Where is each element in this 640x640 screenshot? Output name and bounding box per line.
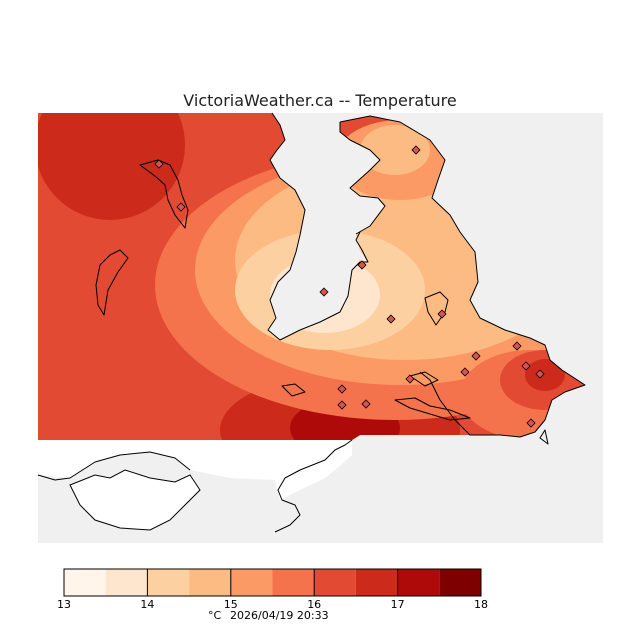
station-marker[interactable]: [521, 361, 531, 371]
map-title: VictoriaWeather.ca -- Temperature: [183, 91, 456, 110]
station-marker[interactable]: [361, 399, 371, 409]
salt-spring-island-outline: [69, 469, 201, 531]
map-area: [37, 112, 603, 543]
legend-swatch: [230, 569, 273, 596]
legend-swatch: [105, 569, 148, 596]
station-marker[interactable]: [337, 384, 347, 394]
color-legend: 13 14 15 16 17 18: [57, 568, 488, 611]
station-marker[interactable]: [535, 369, 545, 379]
station-marker[interactable]: [512, 341, 522, 351]
legend-tick-label: 16: [307, 598, 321, 611]
station-marker[interactable]: [386, 314, 396, 324]
station-marker[interactable]: [471, 351, 481, 361]
timestamp: 2026/04/19 20:33: [230, 609, 329, 622]
legend-swatch: [272, 569, 315, 596]
station-marker[interactable]: [176, 202, 186, 212]
station-marker[interactable]: [357, 260, 367, 270]
station-marker[interactable]: [411, 145, 421, 155]
station-marker[interactable]: [526, 418, 536, 428]
station-marker[interactable]: [154, 159, 164, 169]
station-marker[interactable]: [337, 400, 347, 410]
legend-swatch: [189, 569, 231, 596]
legend-tick-label: 15: [224, 598, 238, 611]
station-marker[interactable]: [405, 374, 415, 384]
legend-swatch: [397, 569, 440, 596]
station-marker[interactable]: [460, 367, 470, 377]
weather-stations: [154, 145, 545, 428]
legend-tick-label: 14: [140, 598, 154, 611]
legend-swatch: [64, 569, 106, 596]
station-marker[interactable]: [437, 309, 447, 319]
legend-swatch: [147, 569, 190, 596]
legend-tick-label: 13: [57, 598, 71, 611]
coastlines: [37, 112, 586, 533]
station-marker[interactable]: [319, 287, 329, 297]
legend-tick-label: 18: [474, 598, 488, 611]
legend-swatch: [439, 569, 481, 596]
legend-swatch: [314, 569, 356, 596]
unit-label: °C: [208, 609, 222, 622]
legend-tick-label: 17: [391, 598, 405, 611]
legend-swatch: [355, 569, 398, 596]
